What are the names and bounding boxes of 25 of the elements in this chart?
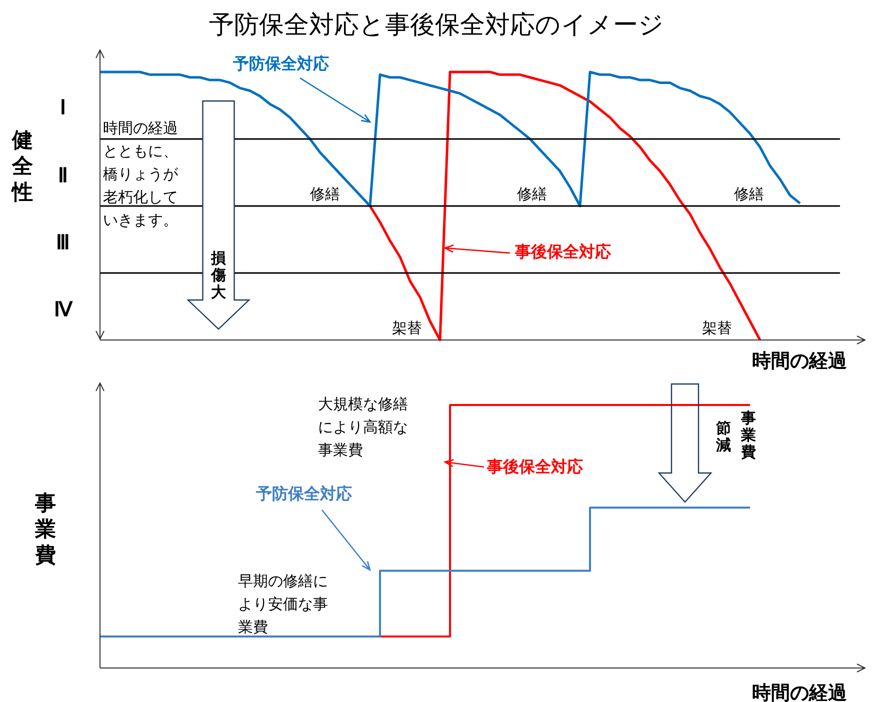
text: 大規模な修繕により高額な — [318, 395, 408, 436]
annotation: 節減 — [716, 419, 731, 454]
series-label: 予防保全対応 — [233, 54, 329, 75]
annotation: 損傷大 — [211, 249, 226, 301]
annotation: 時間の経過とともに、橋りょうが老朽化していきます。 — [103, 118, 179, 231]
x-axis-title: 時間の経過 — [752, 349, 847, 374]
text: 予防保全対応 — [256, 484, 352, 505]
annotation: 架替 — [392, 319, 422, 338]
legend-label: 事後保全対応 — [487, 457, 583, 478]
annotation: 事業費 — [741, 409, 756, 461]
y-axis-title: 事業費 — [318, 441, 363, 459]
y-axis-title: 健全性 — [12, 127, 33, 205]
legend-label: 事後保全対応 — [515, 242, 611, 263]
text: Ⅲ — [56, 231, 70, 255]
x-axis-title: 時間の経過 — [752, 681, 847, 702]
annotation: 修繕 — [310, 185, 340, 204]
chart-title: 予防保全対応と事後保全対応のイメージ — [208, 10, 665, 41]
annotation: 修繕 — [517, 185, 547, 204]
text: Ⅰ — [60, 96, 66, 120]
annotation: 架替 — [702, 319, 732, 338]
annotation: 早期の修繕により安価な事業費 — [238, 571, 329, 638]
annotation: 修繕 — [734, 185, 764, 204]
text: 事業費 — [35, 491, 56, 567]
text: Ⅱ — [58, 164, 68, 188]
text: Ⅳ — [54, 298, 72, 322]
